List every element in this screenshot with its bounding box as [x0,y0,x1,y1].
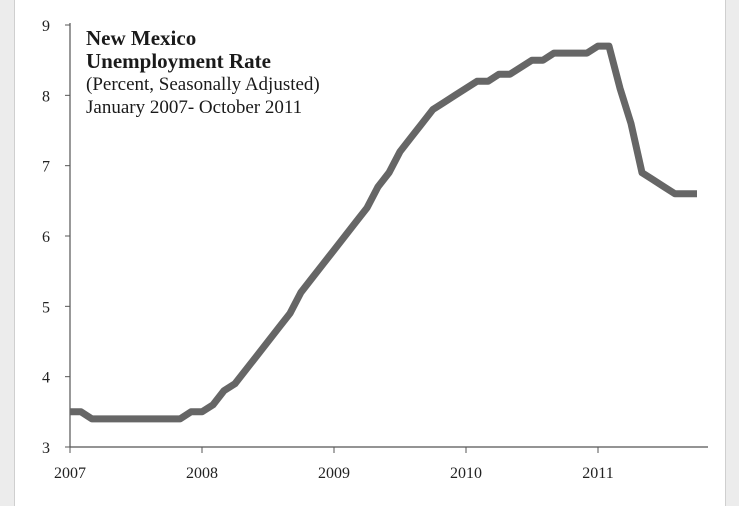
y-tick-label: 9 [42,18,50,35]
series-line [70,42,697,423]
y-tick-label: 8 [42,88,50,105]
x-tick-label: 2008 [186,465,218,482]
x-tick-label: 2010 [450,465,482,482]
chart-title: New Mexico [86,26,197,50]
y-tick-label: 6 [42,229,50,246]
y-tick-label: 4 [42,370,50,387]
chart-subtitle: (Percent, Seasonally Adjusted) [86,74,320,95]
chart-title-line2: Unemployment Rate [86,49,271,73]
y-tick-label: 7 [42,159,50,176]
series-layer [70,42,697,423]
y-tick-label: 5 [42,299,50,316]
y-tick-label: 3 [42,440,50,457]
x-tick-label: 2011 [582,465,613,482]
ticks: 3 4 5 6 7 8 9 2007 2008 2009 2010 2011 [42,18,614,482]
x-tick-label: 2007 [54,465,86,482]
x-tick-label: 2009 [318,465,350,482]
chart-title-block: New Mexico Unemployment Rate (Percent, S… [86,27,320,119]
chart-date-range: January 2007- October 2011 [86,97,303,118]
